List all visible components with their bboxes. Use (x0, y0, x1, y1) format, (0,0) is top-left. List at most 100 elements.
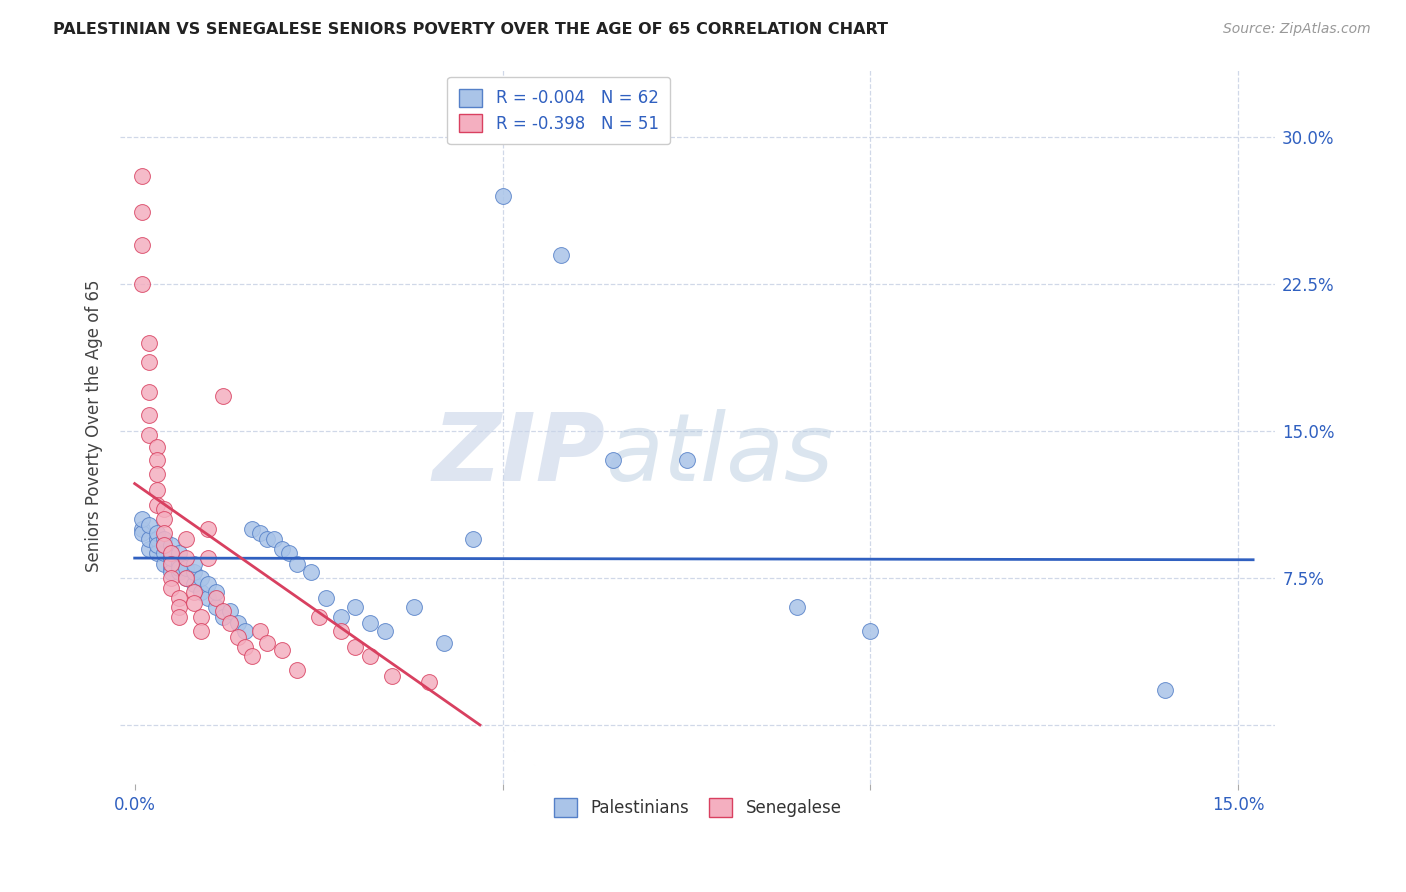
Point (859, 624, 882, 638)
Point (242, 522, 264, 536)
Point (404, 600, 426, 615)
Point (491, 189, 513, 203)
Point (270, 541, 292, 556)
Point (675, 453, 697, 467)
Point (226, 615, 249, 630)
Point (153, 502, 176, 516)
Text: Source: ZipAtlas.com: Source: ZipAtlas.com (1223, 22, 1371, 37)
Point (433, 635, 456, 649)
Point (602, 453, 624, 467)
Point (160, 581, 183, 595)
Point (270, 643, 292, 657)
Point (197, 551, 219, 566)
Point (359, 649, 381, 664)
Point (131, 169, 153, 184)
Point (153, 558, 176, 572)
Point (212, 610, 235, 624)
Point (285, 558, 308, 572)
Text: ZIP: ZIP (432, 409, 605, 500)
Point (138, 532, 160, 546)
Point (204, 600, 226, 615)
Point (463, 532, 485, 546)
Point (308, 610, 330, 624)
Point (167, 591, 190, 605)
Point (219, 604, 242, 618)
Point (131, 512, 153, 526)
Point (160, 538, 183, 552)
Point (160, 558, 183, 572)
Point (153, 525, 176, 540)
Point (278, 545, 301, 559)
Point (249, 525, 271, 540)
Point (233, 640, 256, 654)
Point (359, 615, 381, 630)
Point (299, 565, 322, 579)
Text: PALESTINIAN VS SENEGALESE SENIORS POVERTY OVER THE AGE OF 65 CORRELATION CHART: PALESTINIAN VS SENEGALESE SENIORS POVERT… (53, 22, 889, 37)
Point (329, 624, 352, 638)
Point (381, 669, 404, 683)
Y-axis label: Seniors Poverty Over the Age of 65: Seniors Poverty Over the Age of 65 (86, 280, 103, 573)
Point (167, 565, 190, 579)
Point (174, 571, 197, 585)
Point (183, 565, 205, 579)
Point (160, 551, 183, 566)
Point (550, 248, 572, 262)
Point (374, 624, 396, 638)
Point (174, 571, 197, 585)
Point (219, 615, 242, 630)
Point (145, 483, 167, 497)
Point (160, 545, 183, 559)
Point (138, 428, 160, 442)
Point (249, 624, 271, 638)
Point (190, 624, 212, 638)
Point (153, 538, 176, 552)
Point (131, 204, 153, 219)
Point (160, 561, 183, 575)
Point (145, 453, 167, 467)
Point (197, 577, 219, 591)
Point (160, 551, 183, 566)
Point (145, 532, 167, 546)
Point (131, 238, 153, 252)
Point (138, 518, 160, 533)
Point (204, 584, 226, 599)
Point (285, 663, 308, 677)
Point (204, 591, 226, 605)
Point (233, 624, 256, 638)
Point (138, 541, 160, 556)
Point (153, 545, 176, 559)
Point (786, 600, 808, 615)
Text: atlas: atlas (605, 409, 834, 500)
Point (153, 538, 176, 552)
Point (145, 440, 167, 454)
Point (138, 409, 160, 423)
Point (131, 525, 153, 540)
Point (174, 551, 197, 566)
Point (145, 545, 167, 559)
Point (190, 584, 212, 599)
Point (145, 499, 167, 513)
Point (329, 610, 352, 624)
Point (344, 640, 367, 654)
Point (197, 591, 219, 605)
Legend: Palestinians, Senegalese: Palestinians, Senegalese (546, 790, 851, 825)
Point (183, 597, 205, 611)
Point (183, 558, 205, 572)
Point (138, 335, 160, 350)
Point (145, 525, 167, 540)
Point (138, 355, 160, 369)
Point (212, 604, 235, 618)
Point (174, 561, 197, 575)
Point (153, 532, 176, 546)
Point (212, 389, 235, 403)
Point (344, 600, 367, 615)
Point (315, 591, 337, 605)
Point (160, 545, 183, 559)
Point (160, 565, 183, 579)
Point (190, 571, 212, 585)
Point (167, 600, 190, 615)
Point (145, 467, 167, 482)
Point (197, 522, 219, 536)
Point (145, 538, 167, 552)
Point (256, 532, 278, 546)
